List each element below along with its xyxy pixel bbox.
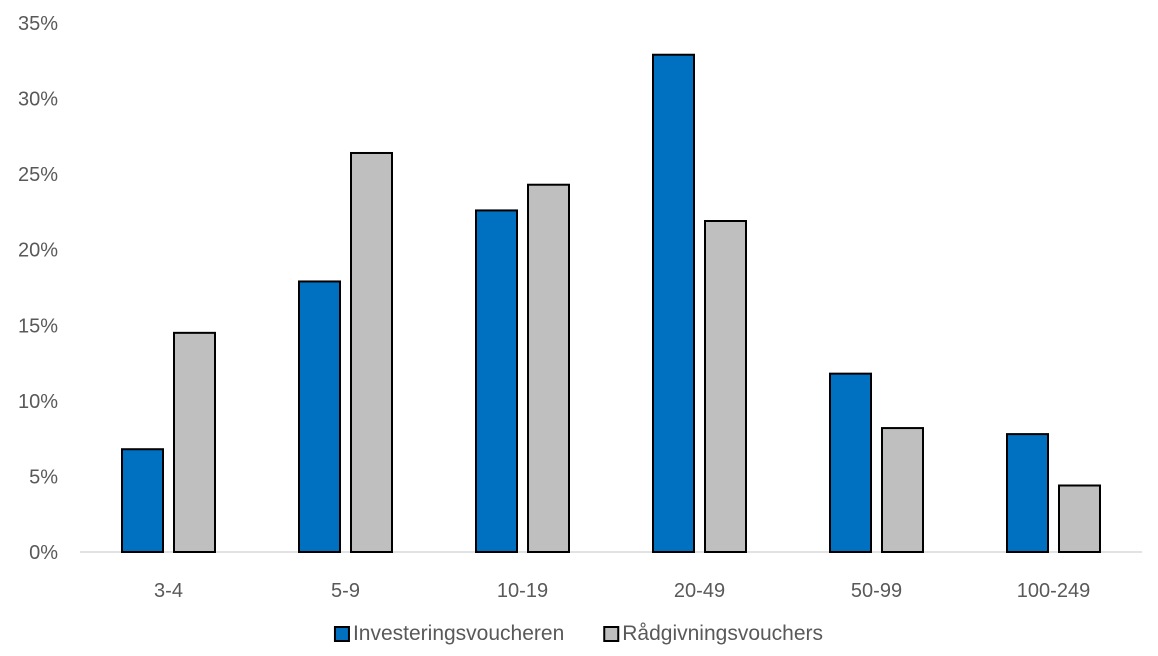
y-tick-label-3: 15%: [18, 315, 58, 337]
y-tick-label-2: 10%: [18, 391, 58, 413]
y-tick-label-7: 35%: [18, 13, 58, 35]
x-tick-label-3-4: 3-4: [154, 580, 183, 602]
legend-swatch-radgivningsvouchers: [603, 626, 620, 642]
legend-swatch-investeringsvoucheren: [333, 626, 350, 642]
bar-radgivningsvouchers-10-19: [527, 183, 570, 553]
bar-radgivningsvouchers-5-9: [350, 151, 393, 554]
bar-investeringsvoucheren-20-49: [652, 53, 695, 554]
x-tick-label-5-9: 5-9: [331, 580, 360, 602]
y-tick-label-1: 5%: [29, 466, 58, 488]
bar-radgivningsvouchers-50-99: [881, 427, 924, 554]
x-tick-label-20-49: 20-49: [674, 580, 725, 602]
legend-label-radgivningsvouchers: Rådgivningsvouchers: [622, 622, 823, 645]
x-tick-label-50-99: 50-99: [851, 580, 902, 602]
y-axis-tick-labels: 0% 5% 10% 15% 20% 25% 30% 35%: [18, 13, 58, 564]
bar-radgivningsvouchers-100-249: [1058, 484, 1101, 553]
bars-group: [121, 53, 1101, 554]
y-tick-label-0: 0%: [29, 542, 58, 564]
bar-investeringsvoucheren-100-249: [1006, 433, 1049, 554]
bar-investeringsvoucheren-50-99: [829, 372, 872, 553]
y-tick-label-6: 30%: [18, 89, 58, 111]
y-tick-label-4: 20%: [18, 240, 58, 262]
bar-investeringsvoucheren-5-9: [298, 280, 341, 553]
y-tick-label-5: 25%: [18, 164, 58, 186]
bar-radgivningsvouchers-3-4: [173, 331, 216, 554]
legend: Investeringsvoucheren Rådgivningsvoucher…: [333, 622, 823, 645]
x-tick-label-10-19: 10-19: [497, 580, 548, 602]
bar-investeringsvoucheren-10-19: [475, 209, 518, 553]
x-tick-label-100-249: 100-249: [1017, 580, 1090, 602]
x-axis-tick-labels: 3-4 5-9 10-19 20-49 50-99 100-249: [154, 580, 1090, 602]
bar-radgivningsvouchers-20-49: [704, 219, 747, 554]
bar-investeringsvoucheren-3-4: [121, 448, 164, 554]
legend-label-investeringsvoucheren: Investeringsvoucheren: [353, 622, 564, 645]
